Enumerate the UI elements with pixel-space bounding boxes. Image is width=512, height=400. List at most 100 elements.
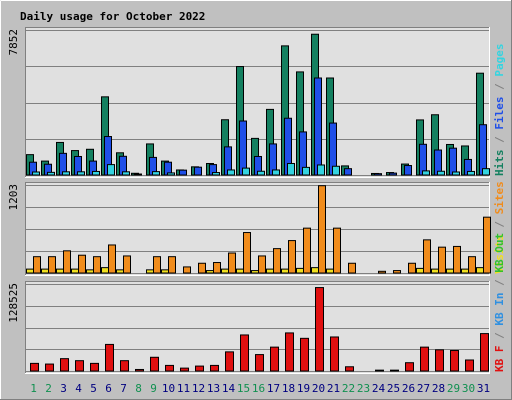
bar-visits-day-29 bbox=[446, 268, 454, 274]
bar-files-day-29 bbox=[449, 147, 457, 176]
bar-kb-f-day-26 bbox=[405, 362, 414, 372]
bar-visits-day-2 bbox=[41, 268, 49, 274]
bar-visits-day-6 bbox=[101, 267, 109, 274]
bar-sites-day-22 bbox=[348, 262, 356, 274]
bar-sites-day-11 bbox=[183, 266, 191, 274]
bar-sites-day-2 bbox=[48, 256, 56, 274]
x-tick-label-day-16: 16 bbox=[252, 382, 265, 395]
bar-visits-day-20 bbox=[311, 267, 319, 274]
bar-kb-f-day-15 bbox=[240, 334, 249, 372]
bar-sites-day-28 bbox=[438, 246, 446, 274]
bar-pages-day-5 bbox=[92, 170, 100, 176]
legend-label-kb-f: KB F bbox=[493, 346, 506, 373]
bar-files-day-15 bbox=[239, 120, 247, 176]
bar-pages-day-2 bbox=[47, 171, 55, 176]
panel-hits-files-pages: 7852 Hits / Files / Pages bbox=[7, 27, 506, 178]
x-tick-label-day-10: 10 bbox=[162, 382, 175, 395]
x-tick-label-day-22: 22 bbox=[342, 382, 355, 395]
bar-kb-f-day-28 bbox=[435, 349, 444, 372]
x-tick-label-day-18: 18 bbox=[282, 382, 295, 395]
bar-pages-day-27 bbox=[422, 170, 430, 176]
bar-sites-day-26 bbox=[408, 262, 416, 274]
legend-separator: / bbox=[493, 326, 506, 346]
bar-files-day-12 bbox=[194, 166, 202, 176]
bar-sites-day-6 bbox=[108, 244, 116, 274]
bar-files-day-22 bbox=[344, 168, 352, 176]
bar-pages-day-14 bbox=[227, 169, 235, 176]
bar-sites-day-12 bbox=[198, 262, 206, 274]
y-tick-label: 7852 bbox=[7, 29, 20, 56]
legend-label-kb-out: KB Out bbox=[493, 233, 506, 273]
bar-sites-day-24 bbox=[378, 270, 386, 274]
bar-kb-f-day-30 bbox=[465, 359, 474, 372]
x-tick-label-day-21: 21 bbox=[327, 382, 340, 395]
bar-sites-day-25 bbox=[393, 270, 401, 274]
bar-pages-day-3 bbox=[62, 171, 70, 176]
x-tick-label-day-5: 5 bbox=[90, 382, 97, 395]
x-tick-label-day-30: 30 bbox=[462, 382, 475, 395]
bar-pages-day-19 bbox=[302, 166, 310, 176]
series-kb-f bbox=[30, 287, 489, 372]
bar-files-day-11 bbox=[179, 169, 187, 176]
bar-visits-day-10 bbox=[161, 269, 169, 274]
bar-kb-f-day-3 bbox=[60, 358, 69, 372]
bar-kb-f-day-16 bbox=[255, 354, 264, 372]
legend-separator: / bbox=[493, 214, 506, 234]
x-tick-label-day-15: 15 bbox=[237, 382, 250, 395]
bar-visits-day-1 bbox=[26, 268, 34, 274]
bar-kb-f-day-25 bbox=[390, 369, 399, 372]
x-tick-label-day-19: 19 bbox=[297, 382, 310, 395]
bar-visits-day-3 bbox=[56, 268, 64, 274]
bar-kb-f-day-24 bbox=[375, 369, 384, 372]
x-tick-label-day-26: 26 bbox=[402, 382, 415, 395]
bar-kb-f-day-11 bbox=[180, 367, 189, 372]
bar-kb-f-day-27 bbox=[420, 346, 429, 372]
x-tick-label-day-1: 1 bbox=[30, 382, 37, 395]
y-tick-label: 1203 bbox=[7, 184, 20, 211]
bar-files-day-31 bbox=[479, 124, 487, 176]
bar-pages-day-30 bbox=[467, 170, 475, 176]
bar-kb-f-day-4 bbox=[75, 360, 84, 372]
panel-kbf-kbin-kbout: 128525 KB F / KB In / KB Out bbox=[7, 233, 506, 374]
legend-separator: / bbox=[493, 77, 506, 97]
bar-files-day-8 bbox=[134, 173, 142, 176]
bar-kb-f-day-5 bbox=[90, 362, 99, 372]
bar-pages-day-7 bbox=[122, 171, 130, 176]
legend-label-hits: Hits bbox=[493, 150, 506, 177]
bar-sites-day-7 bbox=[123, 255, 131, 274]
bar-kb-f-day-29 bbox=[450, 350, 459, 372]
bar-pages-day-9 bbox=[152, 171, 160, 176]
x-tick-label-day-2: 2 bbox=[45, 382, 52, 395]
bar-pages-day-16 bbox=[257, 170, 265, 176]
bar-sites-day-10 bbox=[168, 256, 176, 274]
bar-kb-f-day-21 bbox=[330, 336, 339, 372]
bar-sites-day-4 bbox=[78, 254, 86, 274]
bar-kb-f-day-19 bbox=[300, 337, 309, 372]
bar-kb-f-day-14 bbox=[225, 351, 234, 372]
x-tick-label-day-3: 3 bbox=[60, 382, 67, 395]
bar-pages-day-28 bbox=[437, 170, 445, 176]
bar-visits-day-27 bbox=[416, 267, 424, 274]
bar-files-day-26 bbox=[404, 165, 412, 176]
chart-panels: 7852 Hits / Files / Pages 1203 Visits / Sit… bbox=[7, 27, 506, 374]
legend-separator: / bbox=[493, 130, 506, 150]
bar-pages-day-13 bbox=[212, 172, 220, 176]
legend-label-files: Files bbox=[493, 97, 506, 130]
bar-files-day-20 bbox=[314, 77, 322, 176]
bar-kb-f-day-6 bbox=[105, 343, 114, 372]
bar-visits-day-16 bbox=[251, 270, 259, 274]
bar-kb-f-day-13 bbox=[210, 364, 219, 372]
bar-pages-day-29 bbox=[452, 171, 460, 176]
bar-kb-f-day-2 bbox=[45, 363, 54, 372]
bar-kb-f-day-20 bbox=[315, 287, 324, 372]
bar-kb-f-day-17 bbox=[270, 346, 279, 372]
bar-pages-day-21 bbox=[332, 165, 340, 176]
bar-visits-day-30 bbox=[461, 268, 469, 274]
bar-sites-day-15 bbox=[243, 232, 251, 274]
bar-pages-day-31 bbox=[482, 168, 490, 176]
legend-label-kb-in: KB In bbox=[493, 293, 506, 326]
series-files bbox=[29, 77, 487, 176]
bar-visits-day-18 bbox=[281, 268, 289, 274]
legend-kbf-kbin-kbout: KB F / KB In / KB Out bbox=[493, 233, 506, 372]
